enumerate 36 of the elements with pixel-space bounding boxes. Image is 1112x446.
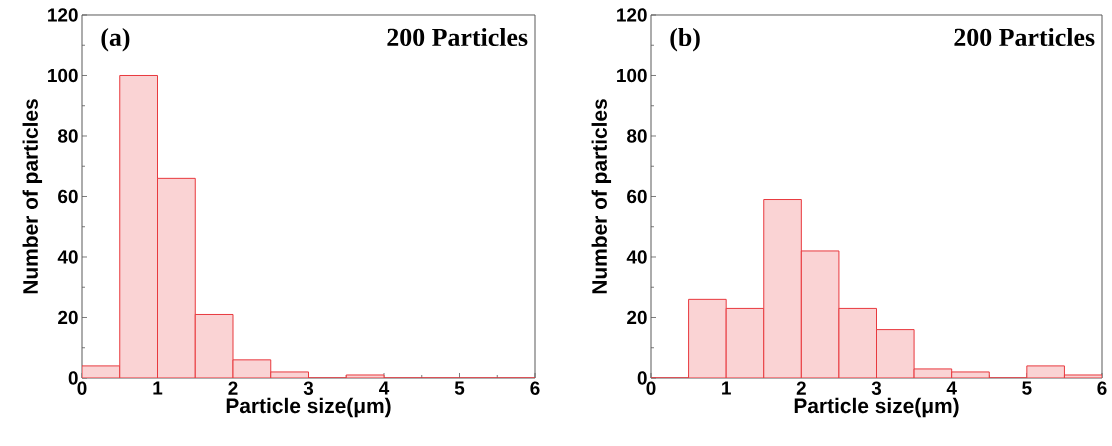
y-tick-label: 0: [68, 371, 78, 385]
x-tick-label: 3: [871, 381, 882, 395]
x-tick-label: 5: [1022, 381, 1032, 395]
annotation: (b): [670, 27, 700, 52]
x-tick-label: 3: [303, 381, 314, 395]
y-tick-label: 60: [58, 189, 78, 204]
y-tick-label: 120: [617, 8, 647, 22]
x-tick-label: 4: [379, 381, 390, 395]
annotation: 200 Particles: [387, 27, 528, 47]
x-axis-title: Particle size(μm): [226, 397, 391, 418]
y-tick-label: 40: [57, 250, 78, 264]
annotation: 200 Particles: [954, 27, 1095, 47]
y-tick-label: 100: [617, 68, 647, 83]
y-tick-label: 100: [48, 68, 78, 83]
y-axis-title: Number of particles: [591, 99, 612, 294]
x-tick-label: 5: [454, 381, 465, 395]
y-tick-label: 20: [627, 310, 647, 325]
y-axis-title: Number of particles: [22, 99, 43, 294]
y-tick-label: 20: [58, 310, 78, 325]
y-tick-label: 80: [627, 129, 647, 143]
y-tick-label: 120: [48, 8, 78, 22]
x-tick-label: 0: [77, 381, 87, 395]
y-tick-label: 80: [58, 129, 78, 143]
x-tick-label: 2: [228, 381, 238, 395]
x-tick-label: 0: [646, 381, 656, 395]
x-tick-label: 6: [530, 381, 540, 395]
x-tick-label: 1: [153, 381, 163, 395]
y-tick-label: 60: [627, 189, 647, 204]
y-tick-label: 0: [637, 371, 647, 385]
x-tick-label: 6: [1097, 381, 1107, 395]
x-tick-label: 2: [796, 381, 806, 395]
x-tick-label: 1: [722, 381, 731, 395]
x-axis-title: Particle size(μm): [794, 397, 959, 418]
x-tick-label: 4: [946, 381, 957, 395]
y-tick-label: 40: [626, 250, 647, 264]
annotation: (a): [101, 27, 130, 52]
